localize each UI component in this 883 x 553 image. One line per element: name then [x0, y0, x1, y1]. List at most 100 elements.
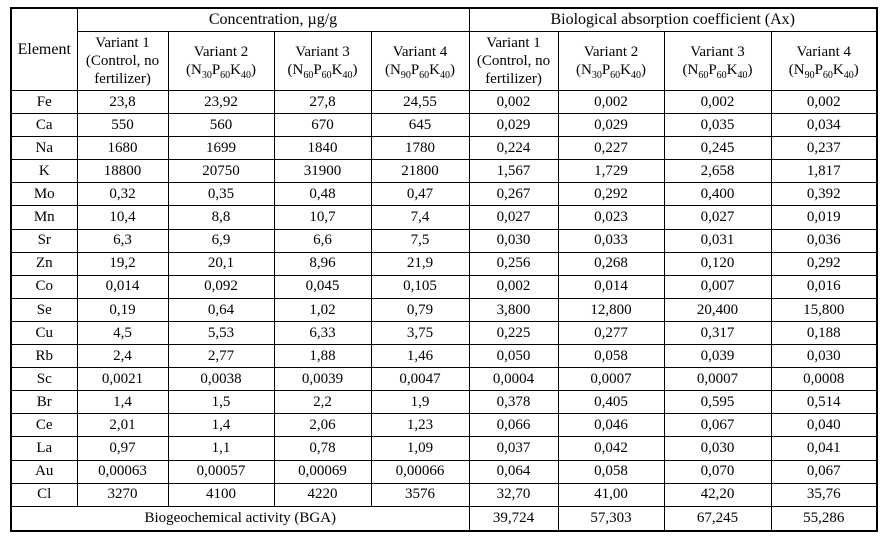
concentration-cell: 0,64: [167, 297, 275, 322]
element-cell: Sr: [10, 228, 78, 253]
element-cell: Fe: [10, 89, 78, 115]
concentration-cell: 1,46: [370, 344, 470, 369]
variant-formula: (N30P60K40): [185, 62, 256, 81]
absorption-cell: 0,058: [557, 459, 665, 484]
concentration-cell: 1,5: [167, 390, 275, 415]
absorption-cell: 0,030: [770, 344, 878, 369]
concentration-cell: 5,53: [167, 320, 275, 346]
concentration-cell: 0,092: [167, 274, 275, 299]
table-row: Zn 19,2 20,1 8,96 21,9 0,256 0,268 0,120 0,292: [10, 251, 878, 276]
concentration-cell: 0,32: [76, 182, 169, 207]
concentration-cell: 1,09: [370, 436, 470, 461]
absorption-cell: 15,800: [770, 297, 878, 322]
concentration-cell: 27,8: [273, 89, 372, 115]
absorption-cell: 0,037: [468, 436, 559, 461]
ax-variant-2-header: Variant 2 (N30P60K40): [557, 31, 665, 91]
element-cell: Se: [10, 297, 78, 322]
element-cell: Mo: [10, 182, 78, 207]
element-cell: Sc: [10, 367, 78, 392]
table-row: Se 0,19 0,64 1,02 0,79 3,800 12,800 20,400 15,80…: [10, 297, 878, 322]
concentration-cell: 0,78: [273, 436, 372, 461]
conc-variant-3-header: Variant 3 (N60P60K40): [273, 31, 372, 91]
absorption-cell: 0,256: [468, 251, 559, 276]
conc-variant-2-header: Variant 2 (N30P60K40): [167, 31, 275, 91]
ax-variant-1-header: Variant 1 (Control, no fertilizer): [468, 31, 559, 91]
concentration-cell: 0,97: [76, 436, 169, 461]
absorption-cell: 0,030: [468, 228, 559, 253]
element-cell: Br: [10, 390, 78, 415]
variant-formula: (N90P60K40): [788, 62, 859, 81]
absorption-cell: 0,027: [468, 205, 559, 230]
table-row: Ce 2,01 1,4 2,06 1,23 0,066 0,046 0,067 0,040: [10, 413, 878, 438]
concentration-cell: 6,33: [273, 320, 372, 346]
concentration-cell: 1,23: [370, 413, 470, 438]
group-header-row: Element Concentration, µg/g Biological a…: [10, 7, 878, 91]
absorption-cell: 0,0007: [557, 367, 665, 392]
absorption-cell: 32,70: [468, 482, 559, 507]
absorption-cell: 0,002: [557, 89, 665, 115]
concentration-cell: 6,3: [76, 228, 169, 253]
absorption-cell: 20,400: [663, 297, 772, 322]
absorption-cell: 1,567: [468, 159, 559, 184]
table-row: Cl 3270 4100 4220 3576 32,70 41,00 42,20 35,76: [10, 482, 878, 507]
absorption-group-header: Biological absorption coefficient (Ax): [468, 7, 878, 32]
table-row: La 0,97 1,1 0,78 1,09 0,037 0,042 0,030 0,041: [10, 436, 878, 461]
concentration-cell: 550: [76, 113, 169, 138]
absorption-cell: 0,067: [663, 413, 772, 438]
concentration-cell: 7,5: [370, 228, 470, 253]
variant-formula: (N30P60K40): [575, 62, 646, 81]
absorption-cell: 0,245: [663, 136, 772, 161]
table-row: Sr 6,3 6,9 6,6 7,5 0,030 0,033 0,031 0,036: [10, 228, 878, 253]
absorption-cell: 0,019: [770, 205, 878, 230]
absorption-cell: 0,227: [557, 136, 665, 161]
absorption-cell: 0,070: [663, 459, 772, 484]
element-cell: K: [10, 159, 78, 184]
element-cell: Rb: [10, 344, 78, 369]
element-cell: Cu: [10, 320, 78, 346]
concentration-cell: 1680: [76, 136, 169, 161]
conc-variant-4-header: Variant 4 (N90P60K40): [370, 31, 470, 91]
variant-title: Variant 4: [796, 43, 852, 60]
concentration-cell: 23,92: [167, 89, 275, 115]
concentration-cell: 20750: [167, 159, 275, 184]
concentration-cell: 1,4: [167, 413, 275, 438]
absorption-cell: 0,007: [663, 274, 772, 299]
concentration-cell: 6,9: [167, 228, 275, 253]
absorption-cell: 41,00: [557, 482, 665, 507]
ax-variant-4-header: Variant 4 (N90P60K40): [770, 31, 878, 91]
element-absorption-table: Element Concentration, µg/g Biological a…: [10, 7, 878, 532]
absorption-cell: 0,002: [770, 89, 878, 115]
concentration-cell: 24,55: [370, 89, 470, 115]
table-row: Br 1,4 1,5 2,2 1,9 0,378 0,405 0,595 0,514: [10, 390, 878, 415]
concentration-cell: 1840: [273, 136, 372, 161]
absorption-cell: 0,067: [770, 459, 878, 484]
absorption-cell: 0,188: [770, 320, 878, 346]
absorption-cell: 0,002: [468, 89, 559, 115]
variant-title: Variant 3: [690, 43, 745, 60]
table-row: Fe 23,8 23,92 27,8 24,55 0,002 0,002 0,002 0,002: [10, 89, 878, 115]
element-cell: Na: [10, 136, 78, 161]
bga-value-cell: 55,286: [770, 505, 878, 532]
variant-title: Variant 2: [583, 43, 639, 60]
table-row: Au 0,00063 0,00057 0,00069 0,00066 0,064 0,058…: [10, 459, 878, 484]
concentration-cell: 31900: [273, 159, 372, 184]
concentration-cell: 10,7: [273, 205, 372, 230]
absorption-cell: 0,039: [663, 344, 772, 369]
variant-title: Variant 1: [486, 34, 541, 51]
concentration-cell: 8,8: [167, 205, 275, 230]
absorption-cell: 0,066: [468, 413, 559, 438]
variant-formula: (N60P60K40): [287, 62, 358, 81]
concentration-cell: 2,4: [76, 344, 169, 369]
absorption-cell: 0,058: [557, 344, 665, 369]
absorption-cell: 1,817: [770, 159, 878, 184]
concentration-cell: 21800: [370, 159, 470, 184]
absorption-cell: 0,224: [468, 136, 559, 161]
absorption-cell: 0,400: [663, 182, 772, 207]
absorption-cell: 0,040: [770, 413, 878, 438]
concentration-cell: 0,00069: [273, 459, 372, 484]
variant-subtitle-line: fertilizer): [94, 71, 151, 88]
concentration-cell: 0,47: [370, 182, 470, 207]
table-row: Sc 0,0021 0,0038 0,0039 0,0047 0,0004 0,0007 0,…: [10, 367, 878, 392]
absorption-cell: 0,014: [557, 274, 665, 299]
variant-title: Variant 4: [392, 43, 448, 60]
